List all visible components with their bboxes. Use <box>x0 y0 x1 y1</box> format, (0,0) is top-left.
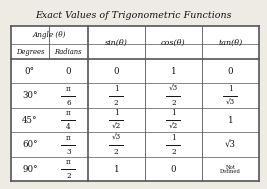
Text: 1: 1 <box>113 165 119 174</box>
Text: 1: 1 <box>171 109 176 117</box>
Text: 2: 2 <box>171 148 176 156</box>
Text: Angle (θ): Angle (θ) <box>32 31 66 39</box>
Text: 90°: 90° <box>22 165 38 174</box>
Text: 2: 2 <box>171 99 176 107</box>
Text: 0: 0 <box>228 67 233 76</box>
Text: 1: 1 <box>171 134 176 142</box>
Text: 0: 0 <box>113 67 119 76</box>
Text: π: π <box>66 85 71 93</box>
Text: 3: 3 <box>66 148 71 156</box>
Text: Defined: Defined <box>220 169 241 174</box>
Text: π: π <box>66 158 71 166</box>
Text: 30°: 30° <box>22 91 38 100</box>
Text: 1: 1 <box>228 85 233 93</box>
Text: 45°: 45° <box>22 116 38 125</box>
Bar <box>11 26 259 181</box>
Text: 1: 1 <box>114 109 119 117</box>
Text: π: π <box>66 134 71 142</box>
Text: 0: 0 <box>171 165 176 174</box>
Text: 1: 1 <box>171 67 176 76</box>
Text: Radians: Radians <box>54 48 82 56</box>
Text: 1: 1 <box>228 116 233 125</box>
Text: 1: 1 <box>114 85 119 93</box>
Text: √2: √2 <box>169 123 178 131</box>
Text: √3: √3 <box>112 134 121 142</box>
Text: Degrees: Degrees <box>16 48 44 56</box>
Text: π: π <box>66 109 71 117</box>
Text: 0°: 0° <box>25 67 35 76</box>
Text: 60°: 60° <box>22 140 38 149</box>
Text: 2: 2 <box>114 99 119 107</box>
Text: sin(θ): sin(θ) <box>105 39 128 47</box>
Text: 0: 0 <box>66 67 71 76</box>
Text: Not: Not <box>225 165 235 170</box>
Text: cos(θ): cos(θ) <box>161 39 186 47</box>
Text: √3: √3 <box>226 99 235 107</box>
Text: √3: √3 <box>169 85 178 93</box>
Text: 2: 2 <box>66 172 71 180</box>
Text: 6: 6 <box>66 99 71 107</box>
Text: √2: √2 <box>112 123 121 131</box>
Text: √3: √3 <box>225 140 236 149</box>
Text: Exact Values of Trigonometric Functions: Exact Values of Trigonometric Functions <box>35 11 232 20</box>
Text: tan(θ): tan(θ) <box>218 39 242 47</box>
Text: 2: 2 <box>114 148 119 156</box>
Text: 4: 4 <box>66 123 71 131</box>
